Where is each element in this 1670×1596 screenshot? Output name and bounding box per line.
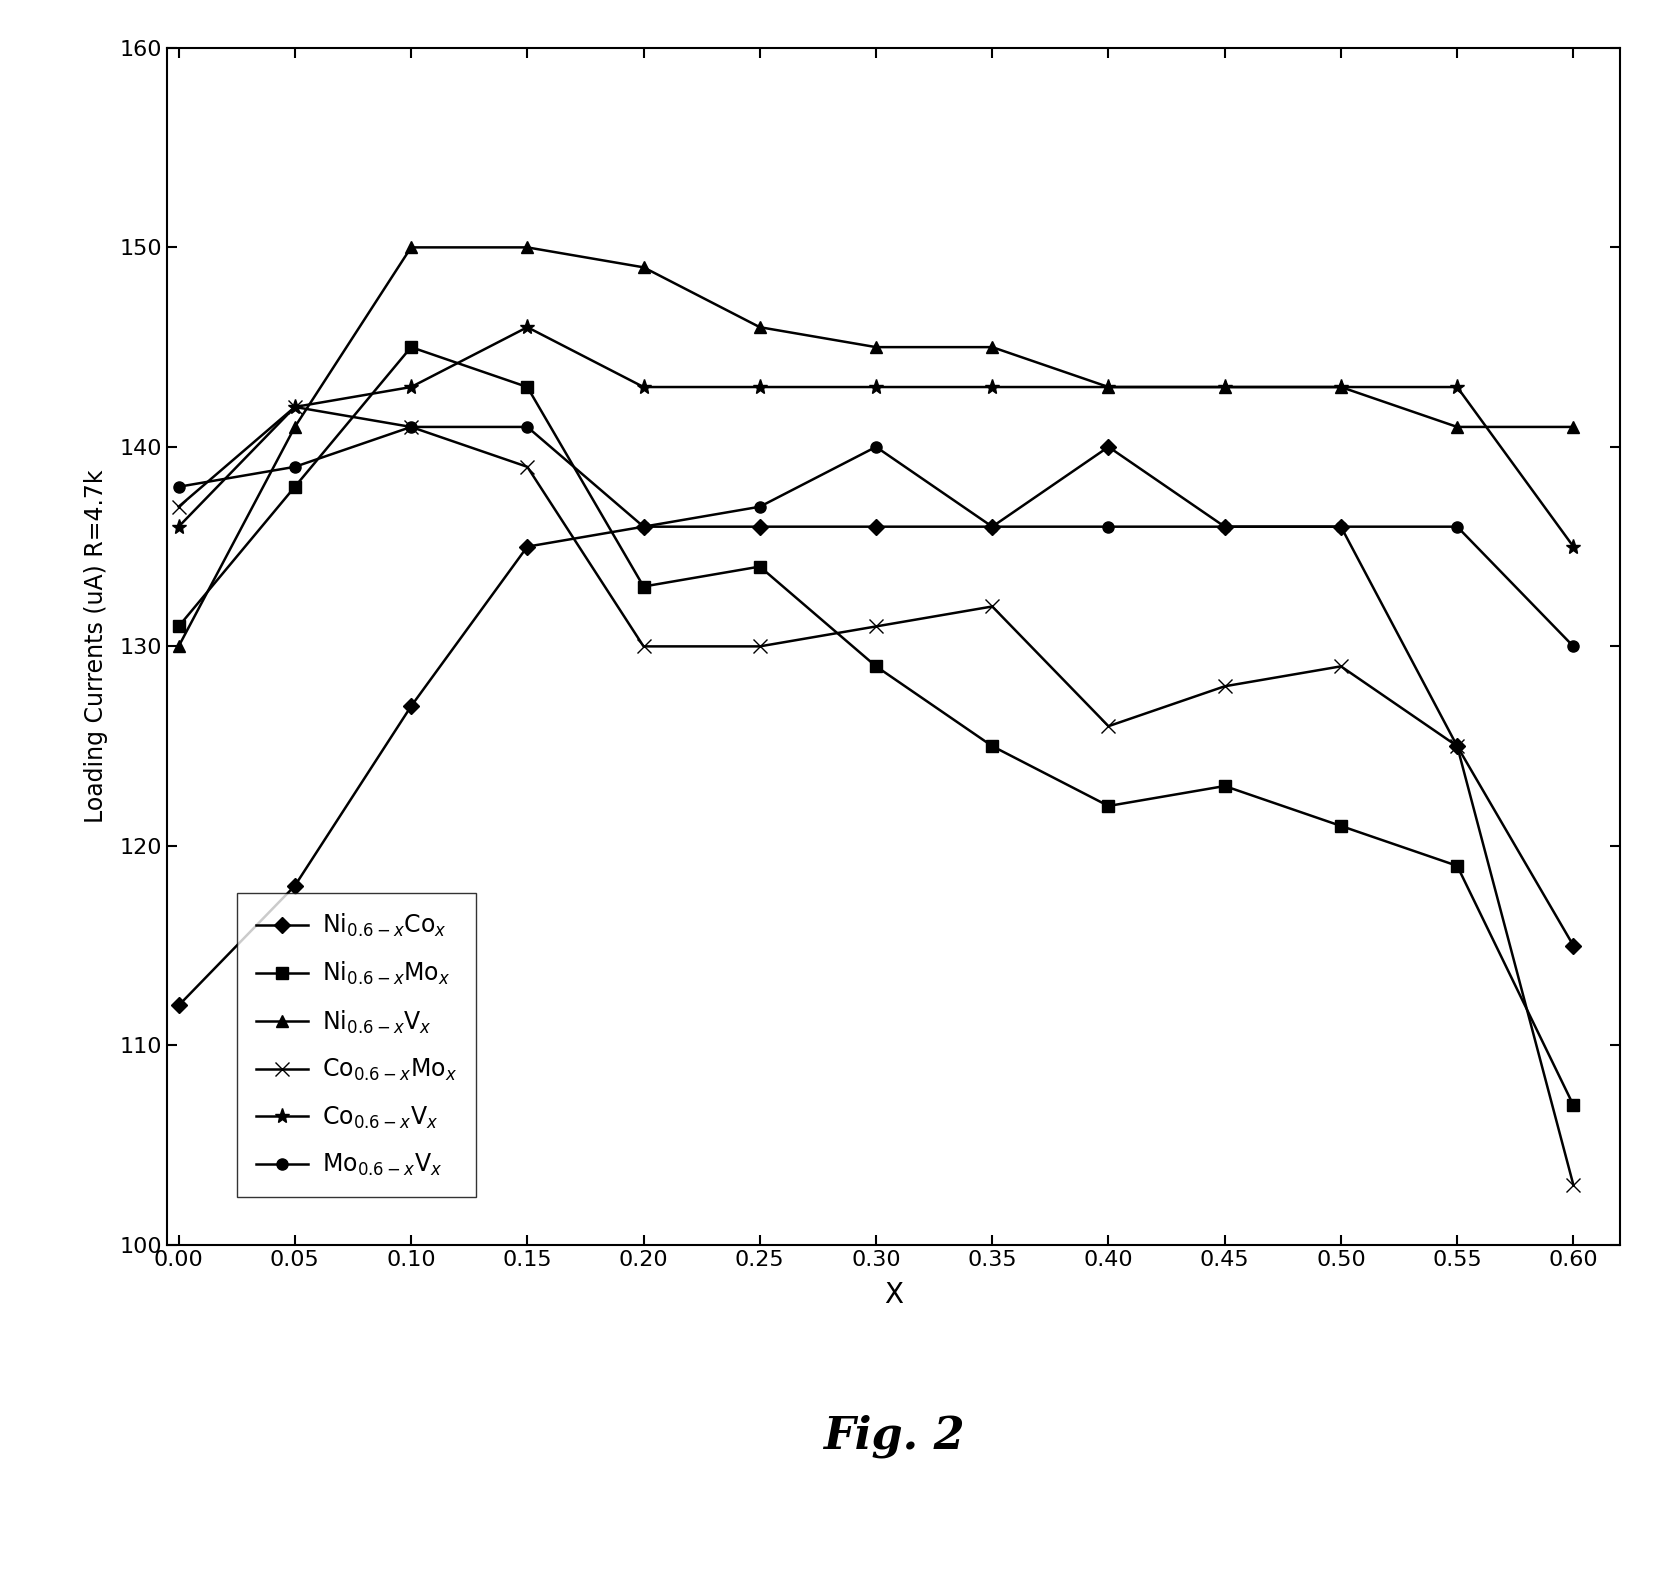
Y-axis label: Loading Currents (uA) R=4.7k: Loading Currents (uA) R=4.7k <box>85 469 109 824</box>
X-axis label: X: X <box>883 1282 903 1309</box>
Legend: Ni$_{0.6-x}$Co$_x$, Ni$_{0.6-x}$Mo$_x$, Ni$_{0.6-x}$V$_x$, Co$_{0.6-x}$Mo$_x$, C: Ni$_{0.6-x}$Co$_x$, Ni$_{0.6-x}$Mo$_x$, … <box>237 892 476 1197</box>
Text: Fig. 2: Fig. 2 <box>823 1414 964 1459</box>
